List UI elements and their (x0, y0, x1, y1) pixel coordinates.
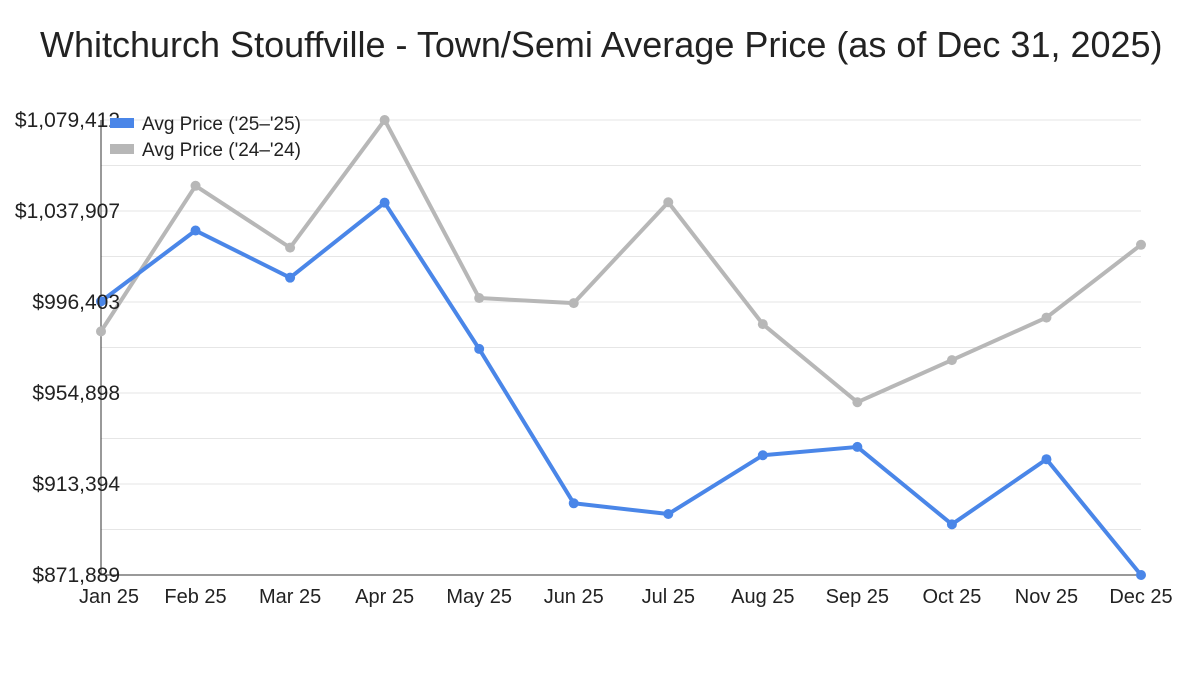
data-point (285, 272, 296, 283)
legend-label: Avg Price ('24–'24) (142, 140, 301, 161)
x-tick-label: Jun 25 (544, 586, 604, 608)
data-point (1136, 570, 1146, 580)
x-tick-label: Oct 25 (922, 586, 981, 608)
data-point (568, 298, 579, 309)
data-point (757, 450, 768, 461)
legend: Avg Price ('25–'25) Avg Price ('24–'24) (110, 114, 301, 161)
data-point (379, 197, 390, 208)
data-point (757, 319, 768, 330)
axes (100, 120, 1141, 576)
data-point (568, 498, 579, 509)
data-point (946, 519, 957, 530)
x-tick-label: Jan 25 (79, 586, 139, 608)
x-tick-label: Nov 25 (1015, 586, 1078, 608)
legend-label: Avg Price ('25–'25) (142, 114, 301, 135)
data-point (474, 343, 485, 354)
data-point (96, 326, 106, 337)
y-tick-label: $954,898 (32, 382, 120, 405)
data-point (852, 397, 863, 408)
series-layer (96, 115, 1146, 580)
data-point (96, 296, 106, 307)
x-axis-ticks: Jan 25 Feb 25 Mar 25 Apr 25 May 25 Jun 25 Jul … (79, 586, 1173, 608)
chart-title: Whitchurch Stouffville - Town/Semi Avera… (40, 24, 1163, 65)
series-line (99, 200, 1143, 577)
data-point (1041, 454, 1052, 465)
legend-swatch (110, 118, 134, 128)
data-point (852, 441, 863, 452)
legend-swatch (110, 144, 134, 154)
y-tick-label: $996,403 (32, 291, 120, 314)
data-point (474, 293, 485, 304)
data-point (190, 225, 201, 236)
data-point (1041, 312, 1052, 323)
data-point (663, 197, 674, 208)
y-axis-ticks: $1,079,412 $1,037,907 $996,403 $954,898 $913… (15, 109, 120, 587)
data-point (285, 242, 296, 253)
data-point (1136, 239, 1146, 250)
y-tick-label: $871,889 (32, 564, 120, 587)
y-tick-label: $913,394 (32, 473, 120, 496)
data-point (663, 509, 674, 520)
x-tick-label: May 25 (446, 586, 512, 608)
x-tick-label: Sep 25 (826, 586, 889, 608)
data-point (190, 180, 201, 191)
x-tick-label: Dec 25 (1109, 586, 1172, 608)
x-tick-label: Aug 25 (731, 586, 794, 608)
y-tick-label: $1,079,412 (15, 109, 120, 132)
x-tick-label: Jul 25 (642, 586, 695, 608)
data-point (946, 355, 957, 366)
series-line (99, 118, 1143, 405)
y-tick-label: $1,037,907 (15, 200, 120, 223)
x-tick-label: Apr 25 (355, 586, 414, 608)
x-tick-label: Feb 25 (164, 586, 226, 608)
data-point (379, 115, 390, 125)
x-tick-label: Mar 25 (259, 586, 321, 608)
